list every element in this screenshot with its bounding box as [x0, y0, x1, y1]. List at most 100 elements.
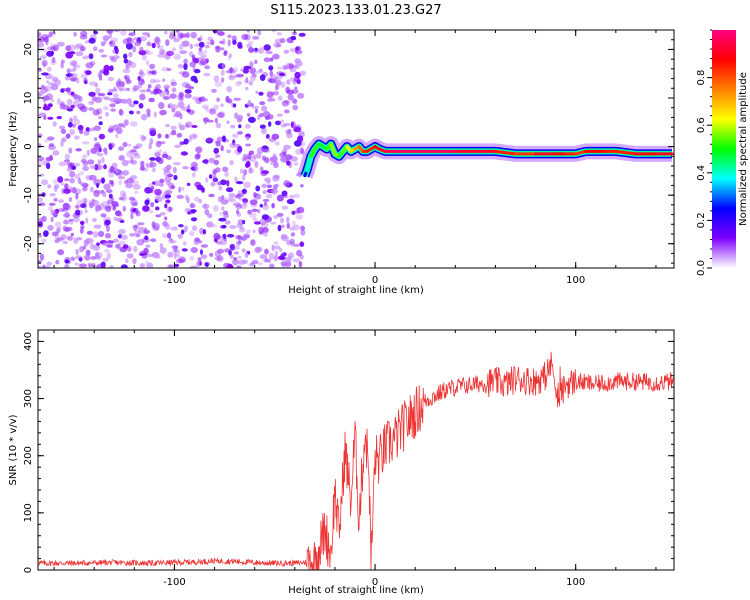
noise-cell	[48, 103, 53, 108]
noise-cell	[63, 203, 71, 211]
noise-cell	[144, 235, 149, 241]
noise-cell	[198, 96, 205, 102]
noise-cell	[68, 197, 72, 202]
signal-track	[297, 136, 674, 179]
noise-cell	[181, 81, 190, 88]
noise-cell	[86, 237, 94, 244]
noise-cell	[134, 40, 141, 47]
noise-cell	[50, 216, 54, 223]
noise-cell	[96, 107, 103, 115]
noise-cell	[115, 169, 123, 176]
noise-cell	[125, 258, 129, 264]
noise-cell	[271, 202, 275, 209]
noise-cell	[212, 175, 217, 183]
noise-cell	[245, 229, 251, 234]
noise-cell	[96, 182, 100, 189]
noise-cell	[189, 202, 195, 208]
noise-cell	[93, 137, 98, 142]
noise-cell	[217, 196, 223, 203]
noise-cell	[144, 188, 149, 193]
noise-cell	[177, 233, 183, 239]
noise-cell	[41, 192, 46, 198]
noise-cell	[64, 153, 71, 160]
noise-cell	[174, 144, 182, 148]
noise-cell	[192, 134, 198, 139]
noise-cell	[293, 162, 299, 166]
noise-cell	[158, 102, 165, 109]
noise-cell	[204, 65, 211, 70]
noise-cell	[188, 86, 195, 90]
noise-cell	[232, 133, 239, 138]
noise-cell	[135, 143, 143, 149]
noise-cell	[118, 228, 126, 235]
noise-cell	[231, 102, 235, 108]
snr-ytick-label: 400	[23, 332, 34, 351]
noise-cell	[110, 108, 116, 112]
noise-cell	[86, 149, 90, 156]
noise-cell	[244, 86, 249, 91]
noise-cell	[73, 100, 80, 107]
noise-cell	[96, 251, 103, 259]
noise-cell	[82, 55, 89, 60]
noise-cell	[136, 239, 145, 246]
noise-cell	[53, 185, 58, 192]
noise-cell	[277, 66, 283, 70]
noise-cell	[41, 34, 49, 41]
noise-cell	[118, 108, 123, 116]
noise-cell	[216, 136, 224, 142]
noise-cell	[253, 154, 258, 159]
noise-cell	[146, 51, 154, 55]
noise-cell	[52, 150, 60, 156]
noise-cell	[125, 74, 130, 82]
noise-cell	[189, 61, 196, 68]
noise-cell	[187, 211, 192, 215]
noise-cell	[258, 47, 265, 54]
noise-cell	[285, 86, 291, 94]
noise-cell	[244, 156, 252, 162]
noise-cell	[137, 79, 146, 86]
noise-cell	[202, 159, 209, 164]
noise-cell	[146, 253, 153, 258]
noise-cell	[287, 255, 292, 262]
noise-cell	[280, 123, 287, 128]
noise-cell	[167, 104, 171, 109]
noise-cell	[177, 101, 185, 109]
noise-cell	[154, 255, 161, 259]
noise-cell	[89, 100, 95, 105]
noise-cell	[98, 121, 103, 126]
noise-cell	[66, 108, 74, 112]
noise-cell	[183, 63, 188, 71]
noise-cell	[286, 216, 290, 224]
noise-cell	[299, 70, 306, 77]
noise-cell	[234, 244, 240, 250]
noise-cell	[125, 42, 133, 50]
noise-cell	[280, 156, 288, 163]
noise-cell	[75, 192, 79, 200]
noise-cell	[119, 87, 123, 92]
noise-cell	[259, 254, 268, 260]
noise-cell	[45, 162, 51, 170]
noise-cell	[75, 255, 83, 260]
noise-cell	[38, 197, 43, 203]
noise-cell	[191, 225, 198, 232]
noise-cell	[209, 108, 216, 113]
noise-cell	[72, 217, 80, 223]
noise-cell	[159, 49, 166, 55]
noise-cell	[122, 124, 126, 128]
noise-cell	[254, 247, 262, 253]
noise-cell	[78, 263, 87, 268]
noise-cell	[239, 168, 244, 174]
noise-cell	[226, 149, 232, 154]
noise-cell	[262, 203, 269, 211]
noise-cell	[288, 63, 294, 70]
noise-cell	[220, 199, 229, 205]
noise-cell	[283, 180, 291, 187]
noise-cell	[246, 43, 253, 49]
noise-cell	[69, 117, 73, 124]
noise-cell	[155, 206, 160, 211]
noise-cell	[53, 197, 58, 202]
noise-cell	[74, 262, 80, 266]
noise-cell	[287, 128, 292, 134]
noise-cell	[49, 154, 54, 161]
noise-cell	[47, 136, 55, 141]
